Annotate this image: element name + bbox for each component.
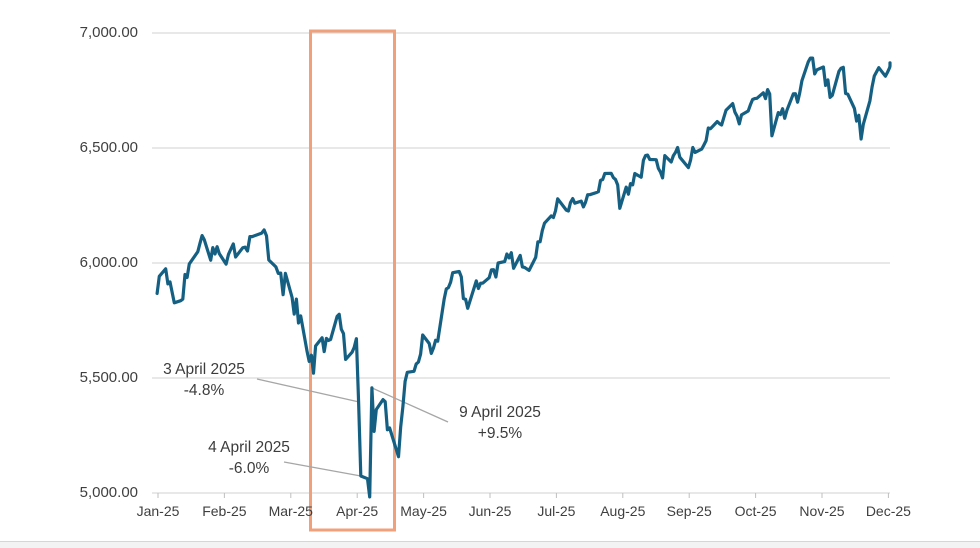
x-axis-label: Sep-25	[666, 503, 712, 519]
y-axis-label: 6,000.00	[79, 254, 138, 271]
annotation-leader-line	[256, 378, 359, 403]
annotation-percent: -6.0%	[228, 460, 270, 477]
annotation-9-april: 9 April 2025 +9.5%	[439, 402, 561, 444]
annotation-percent: -4.8%	[183, 382, 225, 399]
x-axis-label: Dec-25	[865, 503, 911, 519]
annotation-percent: +9.5%	[477, 425, 523, 442]
annotation-leader-line	[283, 461, 361, 477]
y-axis-label: 7,000.00	[79, 24, 138, 41]
annotation-4-april: 4 April 2025 -6.0%	[188, 437, 310, 479]
y-axis-label: 5,500.00	[79, 369, 138, 386]
x-axis-label: Jul-25	[537, 503, 576, 519]
x-axis-label: Jan-25	[136, 503, 180, 519]
bottom-divider	[0, 541, 980, 548]
y-axis-label: 5,000.00	[79, 484, 138, 501]
y-axis-label: 6,500.00	[79, 139, 138, 156]
x-axis-label: Feb-25	[202, 503, 247, 519]
data-line	[155, 56, 892, 499]
annotation-leader-line	[371, 387, 449, 423]
x-axis-label: Nov-25	[799, 503, 845, 519]
annotation-date: 9 April 2025	[459, 404, 541, 421]
x-axis-label: Jun-25	[468, 503, 512, 519]
highlight-box-april	[309, 29, 396, 532]
annotation-date: 3 April 2025	[163, 361, 245, 378]
x-axis-label: Oct-25	[734, 503, 777, 519]
annotation-3-april: 3 April 2025 -4.8%	[143, 359, 265, 401]
x-axis-label: Apr-25	[336, 503, 379, 519]
x-axis-label: Mar-25	[268, 503, 313, 519]
x-axis-label: May-25	[400, 503, 447, 519]
annotation-date: 4 April 2025	[208, 439, 290, 456]
x-axis-label: Aug-25	[600, 503, 646, 519]
